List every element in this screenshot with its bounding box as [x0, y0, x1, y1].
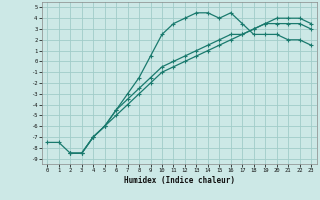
X-axis label: Humidex (Indice chaleur): Humidex (Indice chaleur) — [124, 176, 235, 185]
